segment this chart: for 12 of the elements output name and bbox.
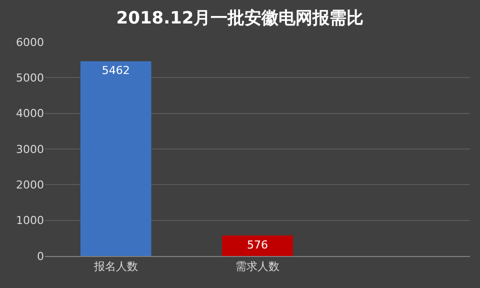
y-tick-label: 1000 bbox=[16, 214, 44, 228]
x-tick-label: 报名人数 bbox=[92, 260, 138, 274]
chart-title: 2018.12月一批安徽电网报需比 bbox=[116, 8, 364, 28]
y-tick-label: 6000 bbox=[16, 36, 44, 49]
x-tick-label: 需求人数 bbox=[236, 260, 280, 274]
y-tick-label: 4000 bbox=[16, 107, 44, 120]
y-tick-label: 5000 bbox=[16, 72, 44, 85]
y-tick-label: 3000 bbox=[16, 142, 44, 156]
y-tick-label: 2000 bbox=[16, 178, 44, 192]
data-label: 576 bbox=[247, 238, 268, 252]
data-label: 5462 bbox=[102, 64, 130, 78]
y-tick-label: 0 bbox=[37, 250, 44, 263]
